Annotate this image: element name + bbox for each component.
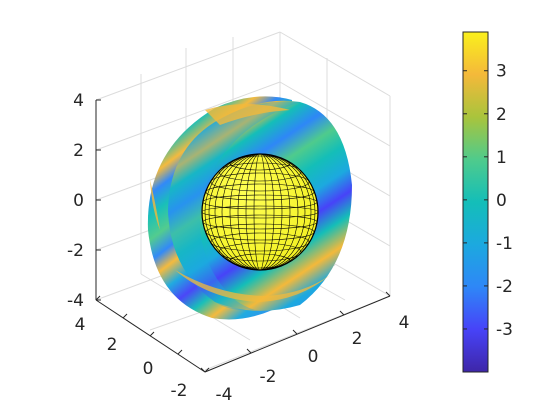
z-tick-label: 4 (73, 91, 84, 111)
colorbar-ticks: 3 2 1 0 -1 -2 -3 (463, 62, 513, 340)
colorbar-gradient (462, 31, 489, 373)
y-tick-label: 4 (399, 313, 410, 333)
z-tick-labels: 4 2 0 -2 -4 (67, 91, 84, 311)
colorbar-tick-label: -2 (496, 277, 513, 297)
y-tick-labels: -4 -2 0 2 4 (216, 313, 410, 405)
colorbar: 3 2 1 0 -1 -2 -3 (462, 31, 513, 373)
colorbar-tick-label: 3 (496, 62, 507, 82)
x-tick-label: 0 (143, 359, 154, 379)
z-tick-label: -2 (67, 241, 84, 261)
z-tick-label: 2 (73, 141, 84, 161)
colorbar-tick-label: 1 (496, 148, 507, 168)
x-tick-label: 2 (107, 335, 118, 355)
y-tick-label: 2 (352, 329, 363, 349)
tick-marks (95, 99, 391, 373)
y-tick-label: 0 (308, 347, 319, 367)
z-tick-label: 0 (73, 191, 84, 211)
inner-sphere (201, 153, 319, 271)
colorbar-tick-label: 0 (496, 191, 507, 211)
x-tick-labels: 4 2 0 -2 (75, 315, 188, 401)
colorbar-tick-label: -1 (496, 234, 513, 254)
x-tick-label: -2 (171, 381, 188, 401)
colorbar-tick-label: 2 (496, 105, 507, 125)
y-tick-label: -2 (260, 367, 277, 387)
colorbar-tick-label: -3 (496, 320, 513, 340)
y-tick-label: -4 (216, 385, 233, 405)
z-tick-label: -4 (67, 291, 84, 311)
x-tick-label: 4 (75, 315, 86, 335)
